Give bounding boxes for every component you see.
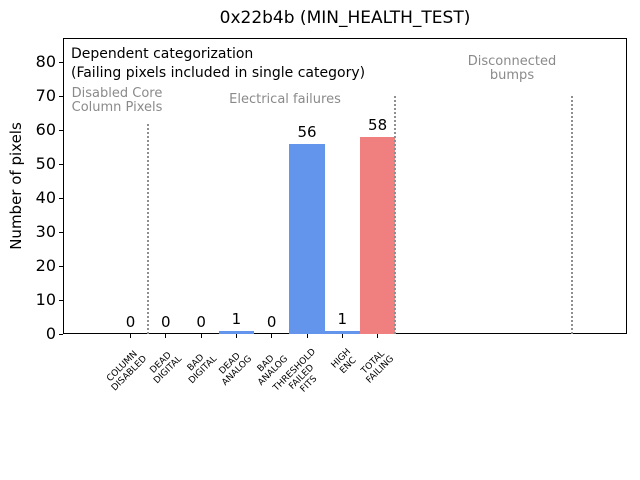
annotation-group-disabled: Disabled Core Column Pixels (71, 86, 163, 115)
y-tick-mark (59, 197, 63, 199)
plot-area (63, 38, 627, 334)
y-tick-label: 60 (35, 120, 56, 140)
y-tick-label: 40 (35, 188, 56, 208)
y-tick-mark (59, 129, 63, 131)
bar-high-enc (324, 330, 360, 334)
y-tick-mark (59, 265, 63, 267)
bar-value-label: 0 (125, 313, 136, 331)
group-separator-line (394, 96, 397, 334)
y-tick-label: 70 (35, 86, 56, 106)
bar-value-label: 1 (337, 309, 348, 328)
bar-dead-analog (218, 330, 255, 334)
group-separator-line (570, 96, 573, 334)
x-tick-mark (200, 334, 202, 338)
bar-value-label: 0 (266, 313, 277, 331)
x-tick-mark (306, 334, 308, 338)
x-tick-label: DEAD ANALOG (217, 351, 255, 388)
annotation-group-electrical: Electrical failures (229, 92, 341, 107)
bar-value-label: 0 (161, 313, 171, 331)
y-tick-mark (59, 231, 63, 233)
y-tick-label: 50 (35, 154, 56, 174)
annotation-group-disconnected: Disconnected bumps (467, 54, 557, 83)
x-tick-mark (271, 334, 273, 338)
y-tick-mark (59, 95, 63, 97)
bar-value-label: 0 (196, 313, 206, 331)
bar-value-label: 58 (368, 116, 388, 135)
bar-total-failing (359, 137, 396, 334)
x-tick-mark (165, 334, 167, 338)
y-tick-mark (59, 163, 63, 165)
x-tick-label: BAD DIGITAL (185, 352, 220, 387)
y-tick-label: 80 (35, 52, 56, 72)
bar-threshold-failed-fits (289, 143, 325, 334)
x-tick-label: HIGH ENC (329, 347, 359, 376)
y-tick-label: 30 (35, 222, 56, 242)
group-separator-line (147, 123, 150, 334)
annotation-note: Dependent categorization (Failing pixels… (71, 46, 366, 81)
x-tick-label: TOTAL FAILING (359, 349, 396, 386)
x-tick-label: COLUMN DISABLED (104, 349, 149, 394)
x-tick-mark (341, 334, 343, 338)
y-tick-mark (59, 333, 63, 335)
bar-value-label: 56 (297, 122, 317, 141)
y-tick-label: 0 (45, 324, 56, 343)
x-tick-mark (235, 334, 237, 338)
x-tick-mark (377, 334, 379, 338)
x-tick-label: DEAD DIGITAL (148, 350, 184, 387)
y-tick-mark (59, 61, 63, 63)
y-tick-label: 10 (35, 290, 56, 310)
y-tick-label: 20 (35, 256, 56, 276)
chart-title: 0x22b4b (MIN_HEALTH_TEST) (219, 8, 471, 28)
bar-value-label: 1 (231, 309, 242, 328)
y-tick-mark (59, 299, 63, 301)
x-tick-mark (130, 334, 131, 338)
